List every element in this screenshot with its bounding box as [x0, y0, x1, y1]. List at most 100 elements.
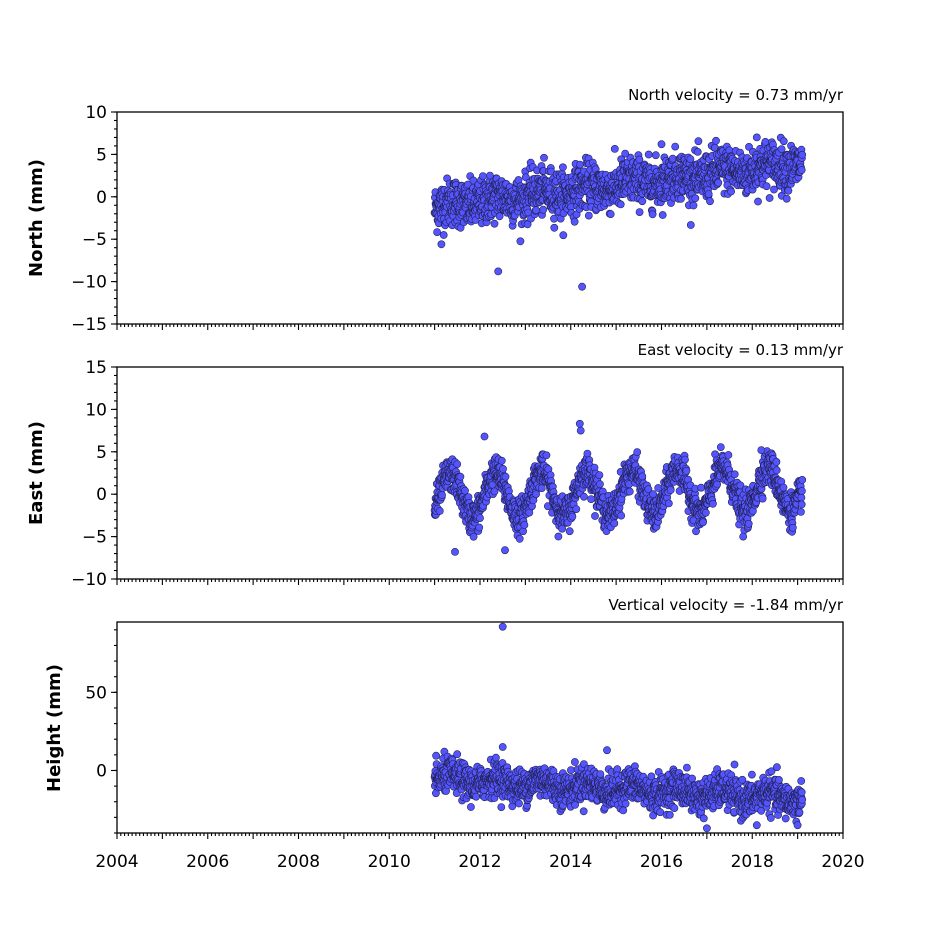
north-data-point: [798, 150, 807, 159]
north-outlier-point: [437, 240, 446, 249]
north-data-point: [671, 142, 680, 151]
height-data-point: [497, 803, 506, 811]
north-data-point: [550, 223, 559, 232]
north-data-point: [706, 197, 714, 206]
north-data-point: [782, 194, 791, 203]
height-data-point: [472, 792, 480, 801]
north-data-point: [469, 176, 478, 185]
east-data-point: [572, 505, 581, 513]
height-data-point: [432, 751, 440, 760]
north-data-point: [754, 197, 762, 206]
north-data-point: [490, 219, 499, 228]
east-data-point: [501, 472, 510, 481]
north-data-point: [610, 144, 619, 153]
north-data-point: [540, 153, 548, 162]
height-data-point: [797, 788, 806, 797]
height-outlier-point: [498, 622, 507, 631]
north-data-point: [658, 211, 667, 219]
east-data-point: [649, 490, 657, 499]
height-data-point: [797, 777, 806, 785]
north-outlier-point: [752, 133, 761, 142]
north-data-point: [576, 160, 584, 169]
height-data-point: [491, 753, 500, 762]
east-data-point: [554, 532, 563, 541]
north-data-point: [784, 186, 793, 195]
height-data-point: [730, 760, 739, 769]
north-data-point: [668, 154, 677, 163]
north-data-point: [797, 166, 806, 174]
east-data-point: [664, 499, 673, 508]
north-y-axis-label: North (mm): [26, 159, 47, 277]
east-data-point: [798, 487, 806, 495]
east-data-point: [565, 527, 574, 536]
north-y-tick-label: 5: [96, 145, 107, 165]
east-outlier-point: [501, 546, 509, 555]
east-data-point: [542, 451, 551, 460]
north-data-point: [765, 194, 774, 202]
east-data-point: [633, 448, 642, 456]
east-data-point: [625, 487, 634, 496]
east-data-point: [713, 480, 721, 489]
height-data-point: [619, 806, 628, 815]
east-outlier-point: [739, 532, 748, 541]
east-data-point: [730, 470, 739, 479]
north-data-point: [550, 214, 558, 223]
east-data-point: [699, 518, 707, 527]
east-y-tick-label: 5: [96, 443, 107, 463]
east-data-point: [568, 512, 577, 521]
east-data-point: [475, 523, 484, 532]
north-data-point: [691, 194, 700, 203]
east-data-point: [797, 507, 805, 516]
north-y-tick-label: −10: [71, 273, 107, 293]
height-data-point: [699, 814, 708, 823]
east-data-point: [532, 490, 540, 498]
east-data-point: [435, 507, 444, 515]
east-data-point: [772, 457, 781, 466]
north-data-point: [606, 210, 615, 218]
north-data-point: [433, 228, 441, 236]
east-y-tick-label: 10: [85, 400, 107, 420]
north-data-point: [523, 220, 532, 229]
east-data-point: [779, 483, 788, 492]
east-data-point: [490, 487, 499, 496]
north-data-point: [635, 155, 644, 164]
east-y-tick-label: −5: [82, 528, 107, 548]
height-data-point: [683, 763, 691, 772]
north-data-point: [762, 182, 771, 191]
north-data-point: [638, 197, 647, 206]
east-outlier-point: [480, 432, 489, 441]
east-data-point: [709, 499, 717, 508]
north-y-tick-label: −5: [82, 230, 107, 250]
east-data-point: [438, 491, 446, 499]
height-data-point: [596, 770, 605, 778]
north-data-point: [570, 217, 579, 226]
east-outlier-point: [451, 548, 459, 556]
north-data-point: [686, 155, 695, 163]
height-data-point: [466, 803, 475, 811]
east-data-point: [583, 449, 592, 458]
north-x-ticks: [116, 324, 844, 330]
east-data-point: [797, 500, 806, 509]
north-outlier-point: [621, 149, 630, 158]
east-outlier-point: [576, 426, 585, 435]
east-data-point: [499, 464, 507, 473]
height-data-point: [579, 807, 588, 816]
east-points: [430, 419, 807, 556]
height-data-point: [781, 814, 790, 823]
east-data-point: [580, 492, 588, 501]
north-data-point: [559, 231, 568, 240]
east-data-point: [798, 475, 807, 484]
east-data-point: [469, 532, 478, 541]
height-data-point: [766, 814, 775, 822]
north-data-point: [516, 237, 525, 246]
east-data-point: [788, 523, 797, 532]
north-data-point: [644, 150, 653, 159]
north-outlier-point: [657, 140, 666, 149]
east-y-tick-label: 0: [96, 485, 107, 505]
east-data-point: [596, 480, 604, 489]
height-data-point: [795, 808, 804, 817]
north-data-point: [478, 172, 487, 180]
